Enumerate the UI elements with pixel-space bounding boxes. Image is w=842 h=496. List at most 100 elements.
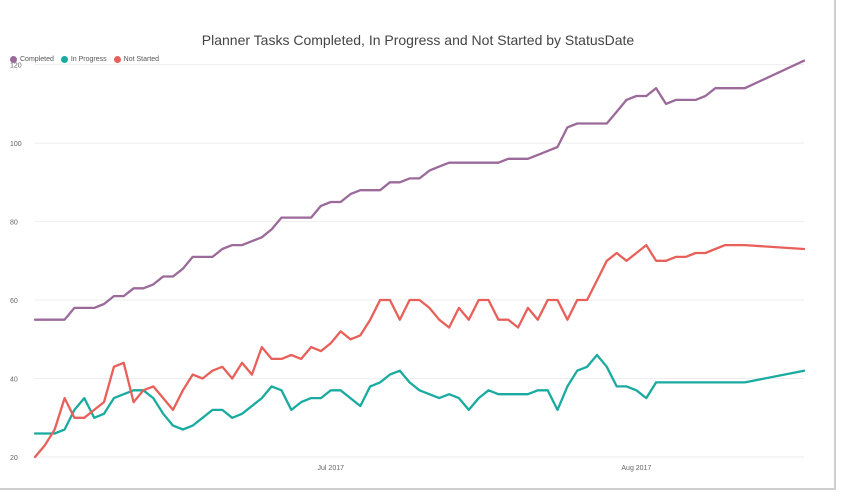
data-point-in-progress[interactable] (468, 409, 470, 411)
data-point-in-progress[interactable] (616, 385, 618, 387)
data-point-in-progress[interactable] (182, 428, 184, 431)
data-point-in-progress[interactable] (655, 381, 657, 383)
data-point-completed[interactable] (152, 283, 154, 285)
data-point-in-progress[interactable] (576, 370, 578, 372)
data-point-not-started[interactable] (44, 444, 46, 446)
data-point-not-started[interactable] (162, 397, 164, 399)
data-point-completed[interactable] (547, 150, 549, 152)
data-point-not-started[interactable] (399, 319, 401, 321)
data-point-completed[interactable] (340, 201, 342, 203)
data-point-completed[interactable] (675, 99, 677, 101)
data-point-not-started[interactable] (537, 319, 539, 321)
data-point-in-progress[interactable] (635, 389, 638, 391)
data-point-not-started[interactable] (625, 260, 628, 262)
data-point-not-started[interactable] (517, 326, 519, 329)
data-point-not-started[interactable] (665, 260, 667, 262)
data-point-in-progress[interactable] (369, 385, 371, 387)
data-point-not-started[interactable] (655, 260, 657, 262)
data-point-in-progress[interactable] (54, 432, 56, 435)
data-point-in-progress[interactable] (290, 409, 292, 411)
data-point-completed[interactable] (655, 87, 657, 89)
data-point-completed[interactable] (330, 201, 332, 203)
data-point-in-progress[interactable] (133, 389, 135, 391)
data-point-not-started[interactable] (280, 358, 283, 360)
data-point-not-started[interactable] (211, 370, 214, 372)
data-point-in-progress[interactable] (172, 425, 174, 427)
data-point-completed[interactable] (645, 95, 647, 97)
data-point-not-started[interactable] (300, 358, 302, 360)
legend-item-in-progress[interactable]: In Progress (60, 56, 107, 63)
data-point-not-started[interactable] (409, 299, 411, 301)
data-point-in-progress[interactable] (428, 393, 430, 395)
data-point-in-progress[interactable] (537, 389, 539, 391)
data-point-in-progress[interactable] (596, 354, 598, 356)
data-point-not-started[interactable] (803, 248, 805, 250)
data-point-not-started[interactable] (606, 260, 608, 262)
data-point-in-progress[interactable] (409, 381, 411, 383)
data-point-completed[interactable] (379, 189, 381, 191)
data-point-in-progress[interactable] (497, 393, 499, 395)
data-point-completed[interactable] (695, 99, 697, 101)
data-point-in-progress[interactable] (606, 366, 608, 368)
data-point-completed[interactable] (310, 217, 312, 219)
data-point-in-progress[interactable] (556, 409, 559, 411)
data-point-in-progress[interactable] (34, 432, 36, 435)
data-point-not-started[interactable] (379, 299, 381, 301)
data-point-in-progress[interactable] (103, 413, 105, 415)
data-point-in-progress[interactable] (478, 397, 480, 399)
data-point-completed[interactable] (133, 287, 135, 289)
data-point-completed[interactable] (448, 162, 450, 164)
data-point-not-started[interactable] (54, 428, 56, 431)
data-point-in-progress[interactable] (202, 417, 204, 419)
data-point-not-started[interactable] (349, 338, 352, 340)
data-point-not-started[interactable] (704, 252, 707, 254)
data-point-not-started[interactable] (389, 299, 391, 301)
data-point-in-progress[interactable] (152, 397, 154, 399)
data-point-completed[interactable] (271, 228, 273, 230)
data-point-completed[interactable] (576, 122, 578, 125)
data-point-in-progress[interactable] (547, 389, 549, 391)
data-point-not-started[interactable] (93, 409, 95, 411)
data-point-completed[interactable] (537, 154, 539, 156)
data-point-completed[interactable] (744, 87, 746, 89)
data-point-not-started[interactable] (64, 397, 66, 399)
data-point-not-started[interactable] (172, 409, 174, 411)
data-point-in-progress[interactable] (458, 397, 460, 399)
data-point-completed[interactable] (320, 205, 322, 207)
data-point-completed[interactable] (93, 307, 95, 309)
data-point-completed[interactable] (556, 146, 559, 148)
data-point-not-started[interactable] (418, 299, 421, 301)
data-point-in-progress[interactable] (527, 393, 529, 395)
data-point-not-started[interactable] (182, 389, 184, 391)
data-point-not-started[interactable] (221, 366, 223, 368)
data-point-completed[interactable] (409, 177, 411, 179)
data-point-not-started[interactable] (290, 354, 292, 356)
data-point-completed[interactable] (616, 111, 618, 113)
data-point-not-started[interactable] (251, 374, 253, 376)
data-point-in-progress[interactable] (310, 397, 312, 399)
data-point-in-progress[interactable] (320, 397, 322, 399)
data-point-not-started[interactable] (616, 252, 618, 254)
data-point-in-progress[interactable] (280, 389, 283, 391)
data-point-in-progress[interactable] (192, 425, 194, 427)
data-point-in-progress[interactable] (330, 389, 332, 391)
data-point-completed[interactable] (73, 307, 75, 309)
data-point-completed[interactable] (359, 189, 361, 191)
data-point-not-started[interactable] (744, 244, 746, 246)
data-point-completed[interactable] (497, 162, 499, 164)
data-point-completed[interactable] (665, 103, 667, 105)
data-point-not-started[interactable] (340, 330, 342, 332)
data-point-not-started[interactable] (330, 342, 332, 344)
data-point-not-started[interactable] (695, 252, 697, 254)
data-point-completed[interactable] (182, 268, 184, 270)
data-point-not-started[interactable] (645, 244, 647, 246)
data-point-in-progress[interactable] (221, 409, 223, 411)
data-point-in-progress[interactable] (64, 428, 66, 431)
data-point-completed[interactable] (280, 217, 283, 219)
data-point-in-progress[interactable] (448, 393, 450, 395)
data-point-not-started[interactable] (73, 417, 75, 419)
data-point-completed[interactable] (34, 319, 36, 321)
data-point-completed[interactable] (113, 295, 115, 297)
data-point-in-progress[interactable] (418, 389, 421, 391)
data-point-in-progress[interactable] (261, 397, 263, 399)
